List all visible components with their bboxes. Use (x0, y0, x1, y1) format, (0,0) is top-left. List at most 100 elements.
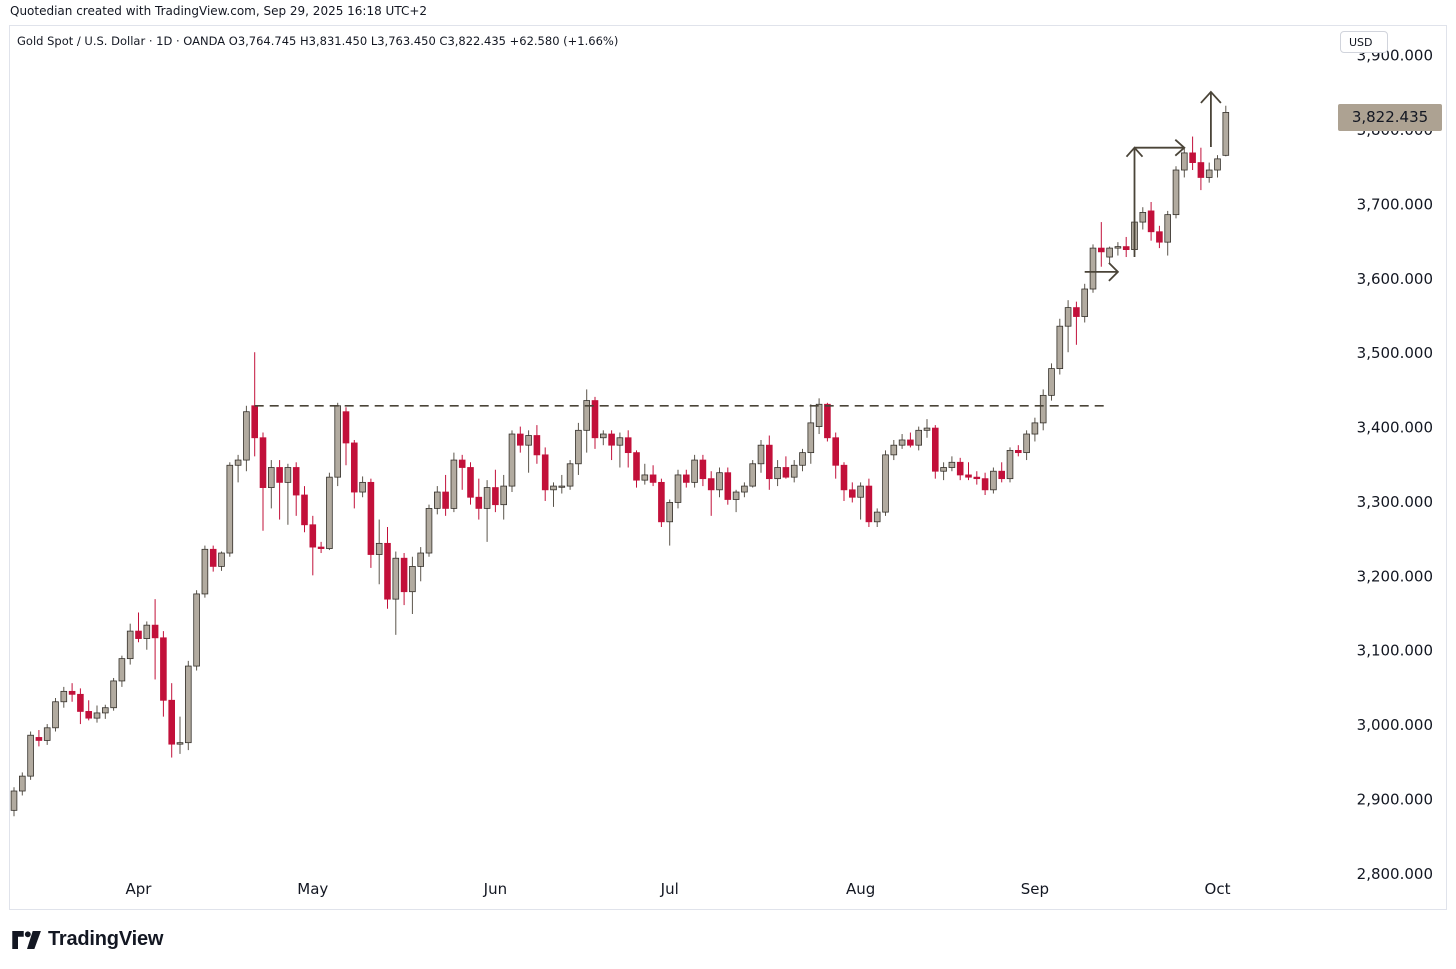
candle-body (898, 439, 906, 446)
candle-body (973, 476, 981, 480)
candle-body (1023, 433, 1030, 454)
x-tick-label: Oct (1205, 880, 1231, 898)
chart-frame (9, 25, 1447, 910)
candle-body (93, 712, 101, 719)
x-tick-label: Aug (846, 880, 875, 898)
candle-body (301, 494, 308, 526)
candle-body (998, 470, 1005, 480)
candle-body (359, 481, 366, 493)
candle-body (956, 461, 964, 476)
candle-body (1015, 449, 1022, 454)
candle-body (940, 467, 947, 472)
candle-body (782, 467, 790, 478)
candle-body (85, 711, 93, 719)
candle-body (517, 433, 524, 446)
candle-body (458, 459, 466, 468)
candle-body (433, 491, 441, 509)
y-tick-label: 3,700.000 (1357, 195, 1433, 213)
candle-body (409, 566, 416, 593)
candle-body (1122, 246, 1130, 250)
candle-body (1197, 162, 1205, 178)
candle-body (209, 548, 217, 567)
tradingview-brand[interactable]: TradingView (12, 928, 163, 951)
candle-body (857, 485, 864, 498)
candle-body (757, 444, 765, 465)
candle-body (475, 496, 483, 509)
candle-body (541, 454, 549, 491)
right-arrow-annotation (1084, 262, 1120, 282)
candle-body (616, 437, 624, 446)
x-tick-label: Sep (1021, 880, 1049, 898)
y-tick-label: 3,100.000 (1357, 642, 1433, 660)
y-tick-label: 3,600.000 (1357, 270, 1433, 288)
y-tick-label: 2,900.000 (1357, 790, 1433, 808)
candle-body (550, 485, 557, 491)
candle-body (1114, 246, 1122, 249)
candle-body (226, 464, 234, 554)
candle-body (334, 405, 341, 478)
candle-body (284, 467, 292, 483)
candle-body (342, 411, 350, 444)
candle-body (218, 552, 225, 567)
candle-body (1064, 307, 1072, 327)
candle-body (508, 433, 516, 487)
candle-body (633, 452, 640, 481)
candle-body (824, 403, 831, 439)
candle-body (575, 429, 582, 465)
candle-body (649, 474, 657, 483)
candle-body (160, 637, 167, 701)
candle-body (583, 400, 590, 431)
candle-body (1006, 449, 1014, 480)
candle-body (807, 422, 815, 454)
candle-body (425, 508, 433, 554)
candle-body (641, 474, 649, 481)
candle-body (35, 737, 43, 741)
candle-body (849, 489, 856, 498)
candle-body (10, 790, 18, 811)
candle-body (707, 478, 715, 491)
candle-body (724, 472, 732, 500)
candle-body (1048, 368, 1055, 396)
candle-body (932, 427, 939, 472)
right-arrow-annotation (1134, 139, 1186, 157)
candle-body (840, 464, 848, 491)
candle-body (251, 405, 259, 439)
candle-body (948, 461, 956, 468)
candle-body (417, 552, 424, 567)
candle-body (52, 701, 59, 729)
candle-body (749, 463, 756, 487)
up-arrow-annotation (1200, 90, 1222, 147)
candle-body (658, 481, 665, 523)
candle-body (350, 442, 358, 493)
candle-body (608, 433, 615, 446)
candle-body (1081, 288, 1089, 317)
candle-body (674, 474, 682, 503)
candle-body (442, 491, 449, 509)
candle-body (259, 437, 267, 488)
y-tick-label: 3,400.000 (1357, 419, 1433, 437)
candle-body (1106, 247, 1113, 258)
candle-body (624, 437, 632, 454)
candle-body (699, 459, 707, 480)
candle-body (467, 467, 474, 498)
candle-body (367, 481, 375, 555)
currency-selector[interactable]: USD (1340, 31, 1388, 53)
candle-body (234, 459, 242, 466)
candle-body (915, 429, 922, 446)
up-arrow-annotation (1125, 146, 1144, 258)
symbol-legend[interactable]: Gold Spot / U.S. Dollar · 1D · OANDA O3,… (17, 34, 619, 48)
candle-body (384, 542, 391, 600)
candle-body (1039, 394, 1047, 424)
candle-body (118, 658, 126, 682)
candle-body (990, 470, 997, 491)
candle-body (965, 474, 972, 478)
candle-body (1214, 158, 1221, 171)
candle-body (276, 467, 283, 483)
x-tick-label: Jun (483, 880, 507, 898)
candle-body (890, 444, 898, 456)
candle-body (400, 557, 408, 593)
candle-body (143, 624, 151, 639)
candle-body (981, 478, 989, 491)
candle-body (600, 433, 607, 439)
